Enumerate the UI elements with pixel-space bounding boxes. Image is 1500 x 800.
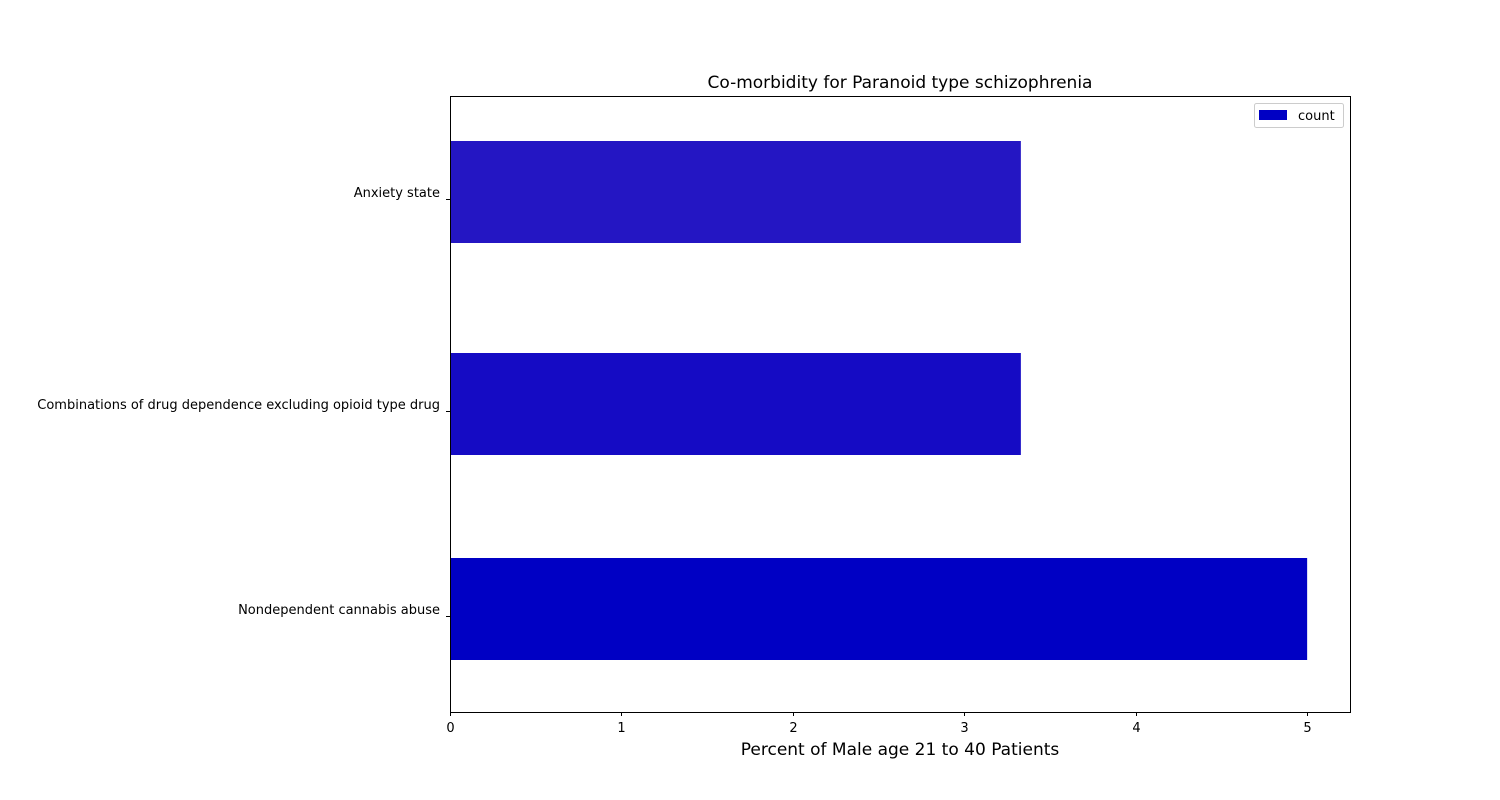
y-axis: Anxiety state Combinations of drug depend… [37,186,450,618]
chart-title: Co-morbidity for Paranoid type schizophr… [708,73,1093,93]
x-axis: 0 1 2 3 4 5 [446,712,1312,736]
x-tick-label: 2 [789,721,797,736]
legend-label: count [1298,109,1335,124]
legend: count [1254,103,1344,128]
x-tick-label: 4 [1132,721,1140,736]
bar [450,353,1021,455]
bar [450,141,1021,243]
plot-frame [450,96,1351,713]
legend-box [1254,103,1344,128]
y-tick-label: Nondependent cannabis abuse [238,603,440,618]
bars-layer [450,141,1308,660]
legend-swatch [1259,110,1287,120]
bar [450,558,1308,660]
x-tick-label: 3 [960,721,968,736]
x-tick-label: 1 [617,721,625,736]
x-tick-label: 5 [1303,721,1311,736]
y-tick-label: Combinations of drug dependence excludin… [37,398,440,413]
x-tick-label: 0 [446,721,454,736]
x-axis-title: Percent of Male age 21 to 40 Patients [741,740,1060,760]
y-tick-label: Anxiety state [354,186,440,201]
